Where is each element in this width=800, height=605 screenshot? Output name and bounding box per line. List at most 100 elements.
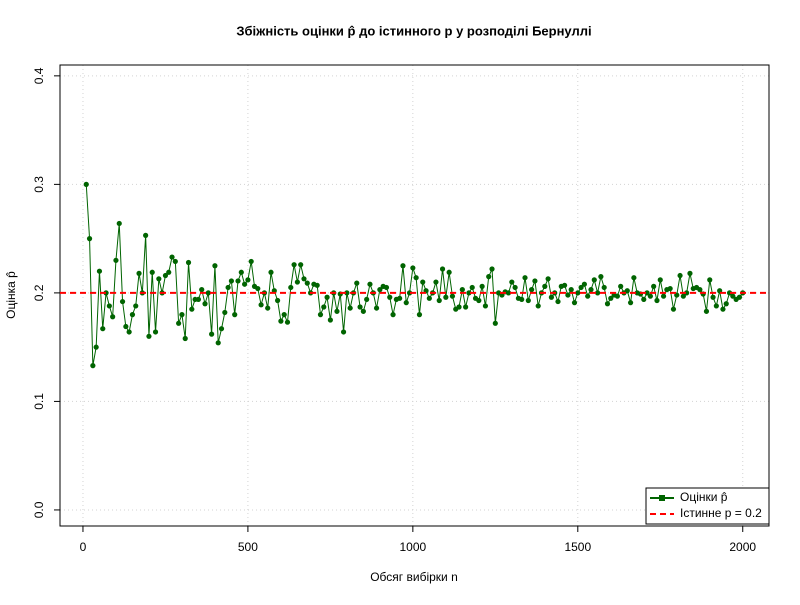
data-point — [202, 301, 208, 307]
data-point — [93, 344, 99, 350]
data-point — [647, 293, 653, 299]
data-point — [598, 274, 604, 280]
data-point — [568, 287, 574, 293]
data-point — [446, 269, 452, 275]
data-point — [248, 258, 254, 265]
data-point — [146, 333, 152, 339]
data-point — [340, 329, 347, 335]
data-point — [677, 272, 683, 279]
data-point — [103, 290, 109, 296]
data-point — [347, 305, 353, 311]
data-point — [169, 254, 175, 260]
data-point — [525, 297, 531, 304]
data-point — [100, 326, 106, 332]
data-point — [519, 296, 525, 303]
data-point — [86, 236, 93, 242]
data-point — [522, 275, 528, 281]
data-point — [545, 276, 551, 282]
data-point — [298, 262, 304, 268]
data-point — [594, 290, 601, 296]
data-point — [294, 279, 300, 285]
data-point — [466, 290, 472, 296]
x-tick-label: 1000 — [399, 540, 426, 554]
data-point — [651, 283, 657, 289]
data-point — [555, 298, 561, 305]
data-point — [505, 290, 512, 296]
data-point — [367, 281, 373, 287]
legend-marker — [659, 495, 665, 501]
data-point — [195, 296, 202, 303]
data-point — [585, 293, 591, 299]
data-point — [703, 308, 710, 314]
data-point — [166, 269, 172, 275]
data-point — [410, 265, 416, 271]
data-point — [156, 276, 162, 282]
data-point — [278, 318, 284, 324]
data-point — [123, 323, 129, 330]
data-point — [697, 287, 703, 293]
data-point — [608, 295, 614, 301]
data-point — [258, 302, 264, 308]
data-point — [657, 277, 663, 283]
data-point — [212, 263, 218, 269]
data-point — [660, 293, 667, 299]
x-tick-label: 0 — [80, 540, 87, 554]
data-point — [377, 287, 383, 293]
data-point — [400, 263, 406, 269]
data-point — [185, 259, 192, 266]
data-point — [149, 269, 155, 275]
data-point — [726, 290, 733, 296]
data-point — [463, 304, 469, 310]
data-point — [720, 306, 726, 312]
x-axis-label: Обсяг вибірки n — [370, 570, 458, 584]
data-point — [575, 290, 581, 296]
data-point — [218, 326, 225, 332]
x-tick-label: 2000 — [729, 540, 756, 554]
data-point — [489, 266, 495, 272]
data-point — [618, 283, 624, 289]
data-point — [509, 279, 515, 285]
data-point — [416, 311, 423, 318]
data-point — [317, 311, 324, 318]
data-point — [327, 317, 333, 323]
data-point — [373, 305, 380, 311]
data-point — [736, 294, 743, 300]
data-point — [529, 287, 535, 293]
data-point — [710, 294, 716, 300]
data-point — [90, 363, 96, 369]
data-point — [601, 284, 607, 291]
data-point — [209, 331, 215, 337]
data-point — [152, 329, 159, 335]
data-point — [222, 309, 228, 316]
data-point — [284, 319, 291, 325]
data-point — [443, 294, 449, 300]
data-point — [357, 304, 363, 310]
data-point — [324, 294, 330, 300]
data-point — [413, 275, 419, 281]
data-point — [119, 298, 126, 305]
data-point — [321, 304, 327, 310]
data-point — [314, 282, 320, 288]
data-point — [390, 311, 396, 318]
data-point — [436, 297, 442, 304]
data-point — [532, 278, 538, 284]
data-point — [631, 275, 637, 281]
data-point — [403, 300, 409, 306]
data-point — [383, 284, 390, 291]
data-point — [578, 284, 584, 291]
data-point — [182, 335, 188, 342]
data-point — [143, 232, 149, 238]
data-point — [591, 277, 597, 283]
data-point — [548, 294, 555, 300]
data-point — [581, 281, 587, 287]
data-point — [265, 305, 271, 311]
y-tick-label: 0.4 — [32, 67, 46, 84]
data-point — [680, 293, 686, 299]
data-point — [449, 293, 456, 299]
data-point — [235, 278, 241, 284]
data-point — [512, 284, 518, 291]
data-point — [304, 280, 310, 286]
legend-label: Істинне p = 0.2 — [680, 506, 762, 520]
